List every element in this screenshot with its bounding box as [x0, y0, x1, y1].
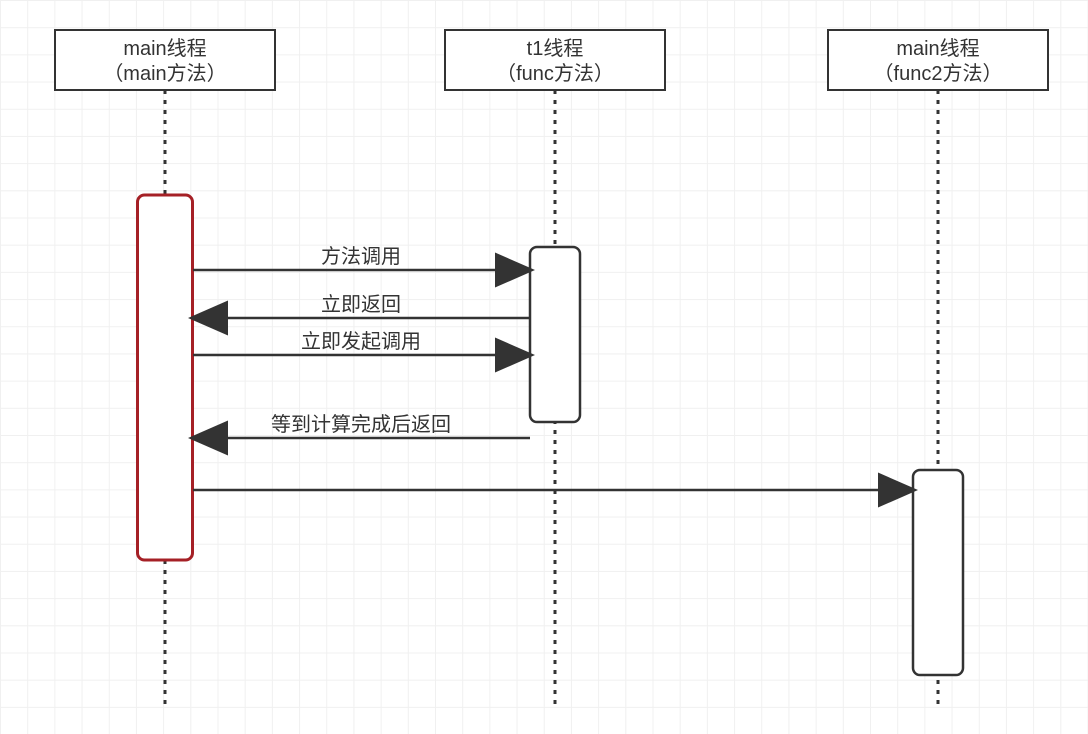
lifeline-main2-subtitle: （func2方法）: [874, 62, 1003, 85]
message-4: 等到计算完成后返回: [193, 413, 530, 438]
message-2-label: 立即返回: [321, 293, 401, 316]
activation-main2: [913, 470, 963, 675]
message-1-label: 方法调用: [321, 245, 401, 268]
message-3-label: 立即发起调用: [301, 330, 421, 353]
message-2: 立即返回: [193, 293, 530, 318]
message-4-label: 等到计算完成后返回: [271, 413, 451, 436]
activation-main: [138, 195, 193, 560]
lifeline-header-main: main线程 （main方法）: [55, 30, 275, 90]
lifeline-header-t1: t1线程 （func方法）: [445, 30, 665, 90]
lifeline-main2-title: main线程: [896, 37, 979, 60]
message-3: 立即发起调用: [193, 330, 530, 355]
lifeline-header-main2: main线程 （func2方法）: [828, 30, 1048, 90]
message-1: 方法调用: [193, 245, 530, 270]
activation-t1: [530, 247, 580, 422]
lifeline-t1-subtitle: （func方法）: [496, 62, 614, 85]
lifeline-t1-title: t1线程: [527, 37, 584, 60]
lifeline-main-title: main线程: [123, 37, 206, 60]
sequence-diagram: main线程 （main方法） t1线程 （func方法） main线程 （fu…: [0, 0, 1088, 734]
lifeline-main-subtitle: （main方法）: [103, 62, 226, 85]
